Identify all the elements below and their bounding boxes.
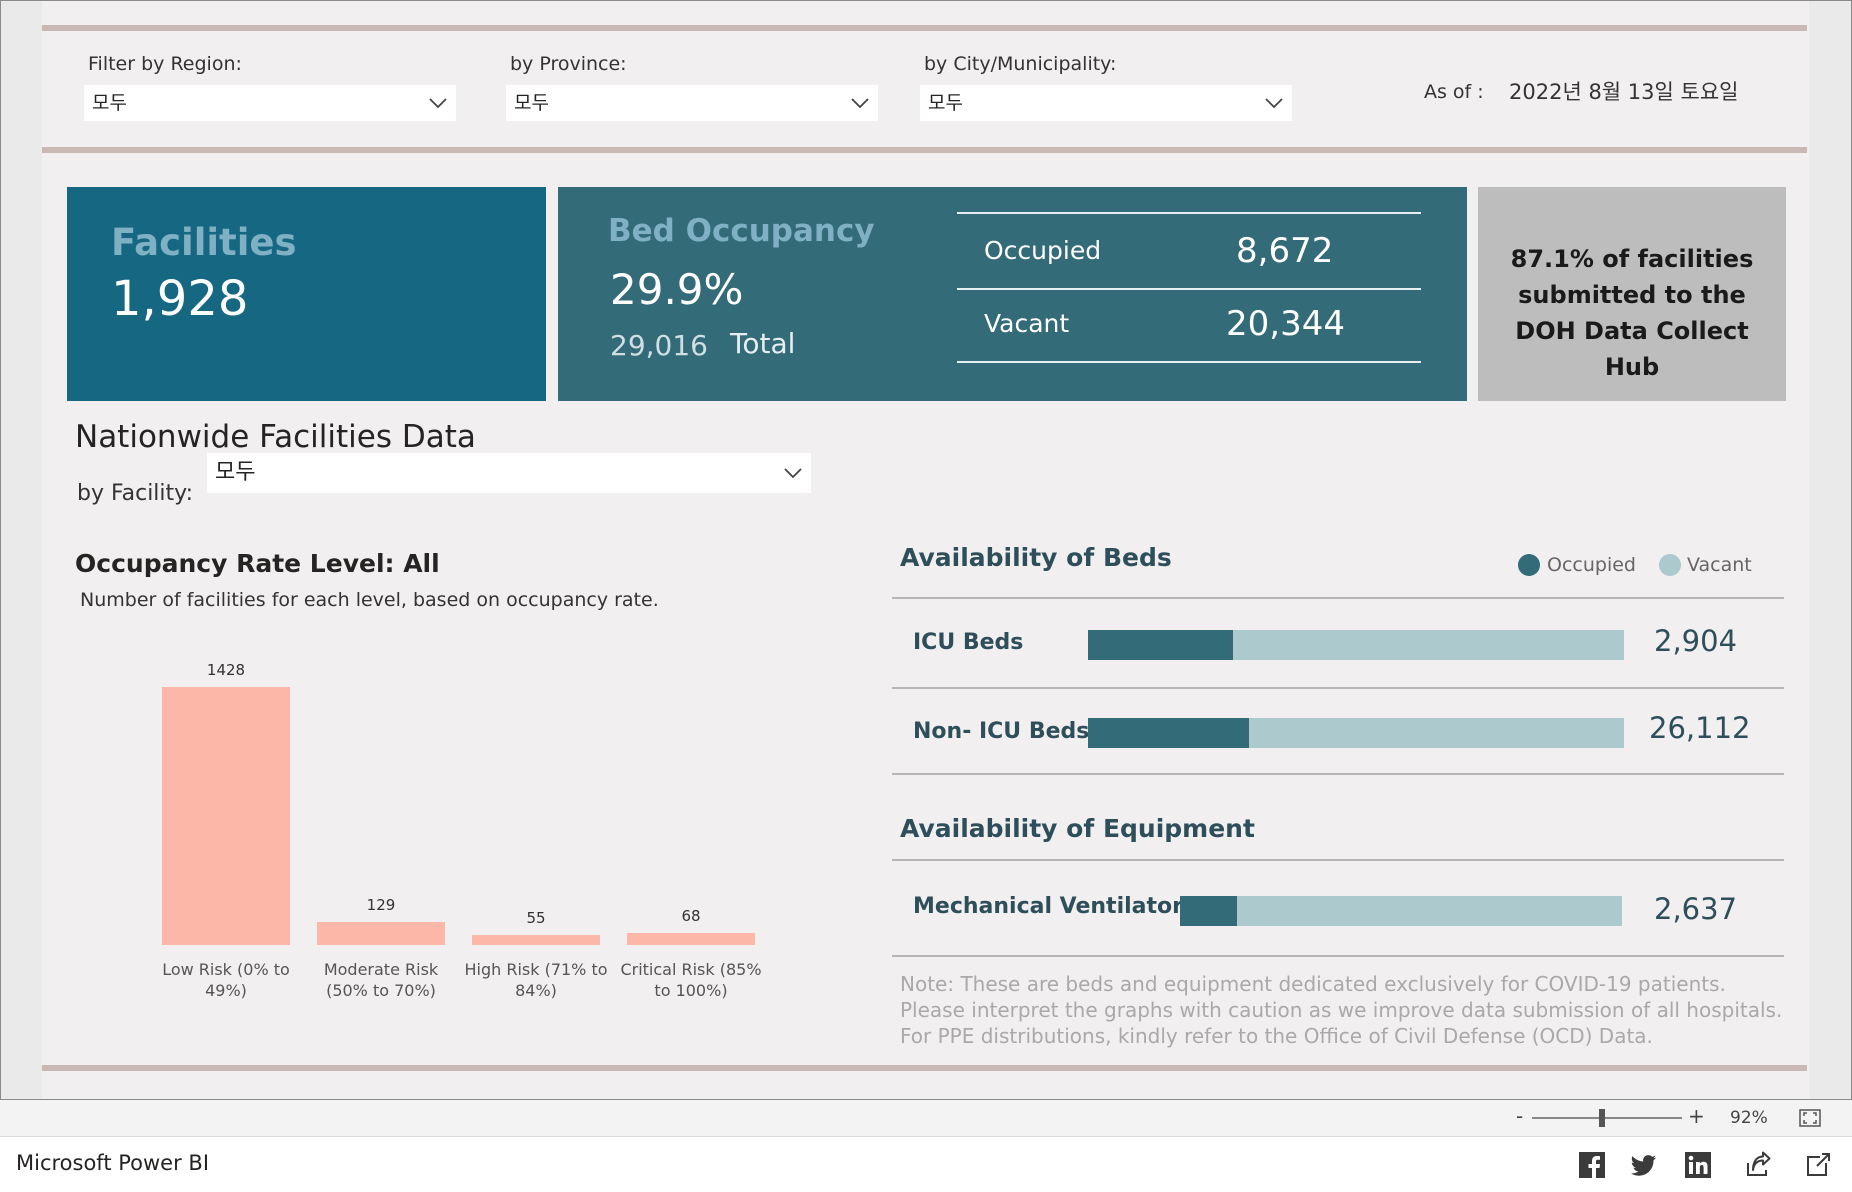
vacant-value: 20,344 <box>1226 304 1345 344</box>
zoom-slider-thumb[interactable] <box>1599 1109 1605 1127</box>
region-dropdown-value: 모두 <box>92 92 127 114</box>
report-canvas: Filter by Region: 모두 by Province: 모두 by … <box>42 1 1809 1100</box>
beds-separator <box>892 597 1784 599</box>
data-note: Note: These are beds and equipment dedic… <box>900 971 1786 1049</box>
chevron-down-icon <box>783 463 803 483</box>
submission-card: 87.1% of facilities submitted to the DOH… <box>1478 187 1786 401</box>
facility-dropdown[interactable]: 모두 <box>207 453 811 493</box>
equipment-separator <box>892 859 1784 861</box>
ventilators-occupied-fill <box>1180 896 1237 926</box>
bed-occupancy-card: Bed Occupancy 29.9% 29,016 Total Occupie… <box>558 187 1467 401</box>
region-filter-label: Filter by Region: <box>88 53 242 75</box>
legend-occupied-label: Occupied <box>1547 554 1636 576</box>
occupied-value: 8,672 <box>1236 231 1333 271</box>
bar-category-label: Critical Risk (85% to 100%) <box>616 959 766 1001</box>
facebook-icon[interactable] <box>1578 1151 1606 1179</box>
kpi-separator <box>957 361 1421 363</box>
legend-vacant-dot <box>1659 554 1681 576</box>
beds-separator <box>892 773 1784 775</box>
chevron-down-icon <box>1264 93 1284 113</box>
ventilators-bar <box>1180 896 1622 926</box>
equipment-separator <box>892 955 1784 957</box>
nationwide-title: Nationwide Facilities Data <box>75 419 476 455</box>
fit-to-page-icon[interactable] <box>1798 1108 1822 1128</box>
province-filter-label: by Province: <box>510 53 627 75</box>
occupancy-bar[interactable] <box>472 935 600 945</box>
occupancy-bar-chart: 1428 Low Risk (0% to 49%) 129 Moderate Risk… <box>42 601 832 1021</box>
twitter-icon[interactable] <box>1630 1151 1658 1179</box>
bed-occupancy-title: Bed Occupancy <box>608 213 875 249</box>
popout-icon[interactable] <box>1804 1151 1832 1179</box>
chevron-down-icon <box>428 93 448 113</box>
region-dropdown[interactable]: 모두 <box>84 85 456 121</box>
bed-total-label: Total <box>730 327 795 360</box>
city-dropdown-value: 모두 <box>928 92 963 114</box>
bar-category-label: High Risk (71% to 84%) <box>461 959 611 1001</box>
icu-beds-label: ICU Beds <box>913 630 1023 655</box>
facility-dropdown-value: 모두 <box>215 460 255 485</box>
non-icu-beds-occupied-fill <box>1088 718 1249 748</box>
occupancy-bar[interactable] <box>162 687 290 945</box>
bed-occupancy-rate: 29.9% <box>610 265 743 314</box>
province-dropdown[interactable]: 모두 <box>506 85 878 121</box>
non-icu-beds-label: Non- ICU Beds <box>913 719 1089 744</box>
bed-total-value: 29,016 <box>610 329 708 362</box>
chevron-down-icon <box>850 93 870 113</box>
bar-data-label: 55 <box>471 909 601 927</box>
icu-beds-occupied-fill <box>1088 630 1233 660</box>
occupied-label: Occupied <box>984 236 1101 265</box>
bar-data-label: 129 <box>316 896 446 914</box>
as-of-label: As of : <box>1424 81 1484 103</box>
facilities-title: Facilities <box>111 221 297 264</box>
linkedin-icon[interactable] <box>1684 1151 1712 1179</box>
ventilators-total: 2,637 <box>1654 892 1737 926</box>
legend-vacant-label: Vacant <box>1687 554 1752 576</box>
share-icon[interactable] <box>1744 1151 1772 1179</box>
ventilators-label: Mechanical Ventilators <box>913 894 1196 919</box>
facilities-card: Facilities 1,928 <box>67 187 546 401</box>
zoom-out-button[interactable]: - <box>1516 1104 1523 1128</box>
bar-category-label: Low Risk (0% to 49%) <box>151 959 301 1001</box>
report-page: Filter by Region: 모두 by Province: 모두 by … <box>0 0 1852 1100</box>
occupancy-bar[interactable] <box>627 933 755 945</box>
province-dropdown-value: 모두 <box>514 92 549 114</box>
equipment-title: Availability of Equipment <box>900 814 1255 843</box>
kpi-separator <box>957 288 1421 290</box>
icu-beds-total: 2,904 <box>1654 624 1737 658</box>
zoom-level: 92% <box>1730 1108 1768 1128</box>
vacant-label: Vacant <box>984 309 1069 338</box>
bottom-divider <box>42 1065 1807 1071</box>
filter-divider <box>42 147 1807 153</box>
legend-occupied-dot <box>1518 554 1540 576</box>
occupancy-bar[interactable] <box>317 922 445 945</box>
as-of-date: 2022년 8월 13일 토요일 <box>1509 76 1738 106</box>
non-icu-beds-total: 26,112 <box>1649 711 1750 745</box>
beds-title: Availability of Beds <box>900 543 1172 572</box>
occupancy-title: Occupancy Rate Level: All <box>75 549 440 578</box>
submission-text: 87.1% of facilities submitted to the DOH… <box>1492 241 1772 385</box>
bar-data-label: 68 <box>626 907 756 925</box>
beds-separator <box>892 687 1784 689</box>
zoom-bar: - + 92% <box>0 1100 1852 1136</box>
zoom-in-button[interactable]: + <box>1688 1104 1705 1128</box>
bar-data-label: 1428 <box>161 661 291 679</box>
icu-beds-bar <box>1088 630 1624 660</box>
non-icu-beds-bar <box>1088 718 1624 748</box>
zoom-slider[interactable] <box>1532 1117 1682 1119</box>
footer-bar: Microsoft Power BI <box>0 1136 1852 1192</box>
kpi-separator <box>957 212 1421 214</box>
city-dropdown[interactable]: 모두 <box>920 85 1292 121</box>
power-bi-brand[interactable]: Microsoft Power BI <box>16 1151 209 1175</box>
facilities-value: 1,928 <box>111 271 248 327</box>
bar-category-label: Moderate Risk (50% to 70%) <box>306 959 456 1001</box>
city-filter-label: by City/Municipality: <box>924 53 1116 75</box>
top-divider <box>42 25 1807 31</box>
facility-filter-label: by Facility: <box>77 481 193 506</box>
